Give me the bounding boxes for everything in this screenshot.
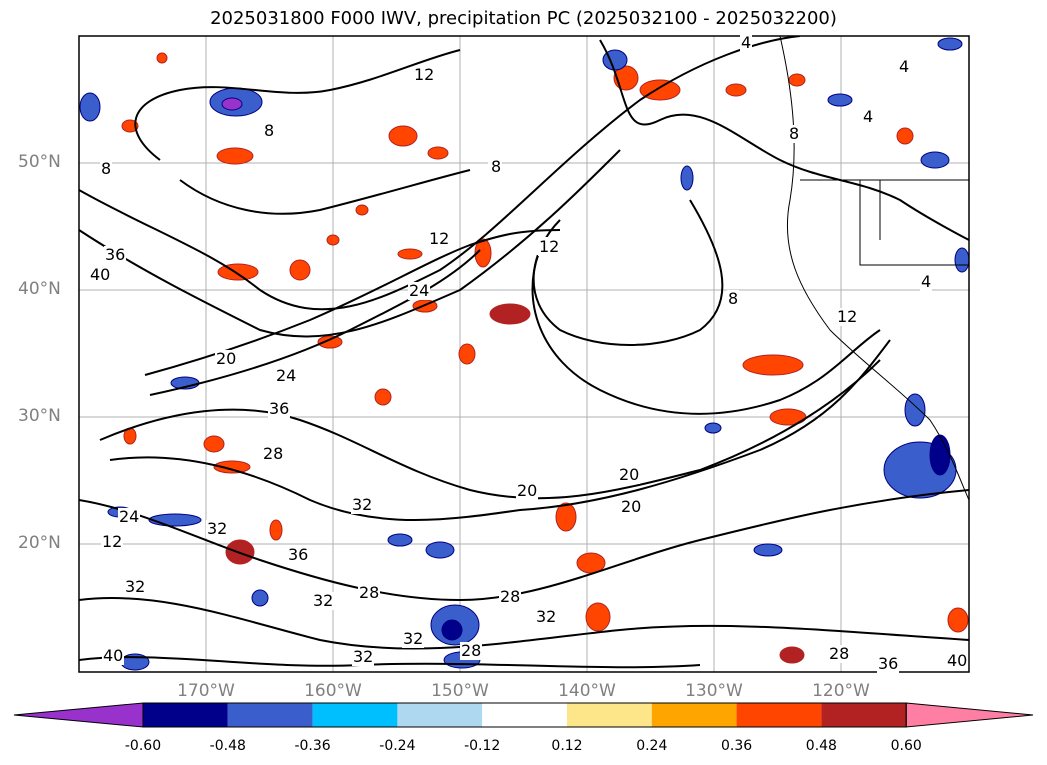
contour-label: 24: [118, 507, 141, 526]
lon-label-140w: 140°W: [558, 681, 616, 701]
lat-label-20n: 20°N: [18, 533, 61, 553]
contour-label: 28: [460, 641, 483, 660]
contour-label: 40: [89, 265, 112, 284]
colorbar-tick-label: 0.60: [890, 738, 922, 754]
contour-label: 4: [862, 107, 875, 126]
colorbar-tick-label: 0.12: [551, 738, 583, 754]
contour-label: 12: [101, 532, 124, 551]
lon-label-130w: 130°W: [685, 681, 743, 701]
contour-label: 32: [124, 577, 147, 596]
colorbar-segment: [567, 703, 652, 727]
map-title: 2025031800 F000 IWV, precipitation PC (2…: [210, 8, 837, 29]
contour-label: 20: [620, 497, 643, 516]
contour-label: 36: [268, 399, 291, 418]
contour-label: 4: [898, 57, 911, 76]
colorbar: [13, 702, 1034, 728]
contour-label: 20: [618, 465, 641, 484]
contour-label: 4: [920, 272, 933, 291]
contour-label: 40: [946, 651, 969, 670]
colorbar-segment: [821, 703, 907, 727]
colorbar-segment: [312, 703, 398, 727]
precip-positive: [121, 52, 969, 664]
colorbar-tick-label: 0.36: [721, 738, 753, 754]
contour-label: 12: [836, 307, 859, 326]
iwv-contours: [79, 36, 969, 669]
contour-label: 8: [788, 124, 801, 143]
contour-label: 4: [740, 33, 753, 52]
coastline: [779, 36, 969, 501]
contour-label: 28: [499, 587, 522, 606]
lon-label-170w: 170°W: [177, 681, 235, 701]
contour-label: 24: [408, 281, 431, 300]
colorbar-extend-high: [905, 702, 1034, 728]
contour-label: 36: [287, 545, 310, 564]
lon-label-120w: 120°W: [812, 681, 870, 701]
contour-label: 8: [100, 159, 113, 178]
contour-label: 40: [102, 646, 125, 665]
contour-label: 8: [727, 289, 740, 308]
contour-label: 36: [877, 654, 900, 673]
lon-label-160w: 160°W: [304, 681, 362, 701]
contour-label: 32: [206, 519, 229, 538]
contour-label: 8: [490, 157, 503, 176]
colorbar-tick-label: -0.24: [379, 738, 416, 754]
colorbar-tick-label: -0.36: [294, 738, 331, 754]
colorbar-segment: [482, 703, 567, 727]
contour-label: 12: [538, 237, 561, 256]
contour-label: 8: [263, 121, 276, 140]
colorbar-tick-label: -0.60: [124, 738, 162, 754]
colorbar-segment: [397, 703, 483, 727]
colorbar-tick-label: 0.24: [636, 738, 668, 754]
lon-label-150w: 150°W: [431, 681, 489, 701]
contour-label: 32: [351, 495, 374, 514]
colorbar-segment: [651, 703, 737, 727]
colorbar-segment: [736, 703, 822, 727]
contour-label: 32: [535, 607, 558, 626]
contour-label: 12: [413, 65, 436, 84]
contour-label: 12: [428, 229, 451, 248]
contour-label: 24: [275, 366, 298, 385]
contour-label: 20: [215, 349, 238, 368]
contour-label: 28: [828, 644, 851, 663]
contour-label: 32: [312, 591, 335, 610]
contour-label: 28: [262, 444, 285, 463]
contour-label: 32: [352, 647, 375, 666]
lat-label-40n: 40°N: [18, 279, 61, 299]
colorbar-segment: [227, 703, 313, 727]
colorbar-extend-low: [13, 702, 144, 728]
colorbar-tick-label: 0.48: [805, 738, 837, 754]
lat-label-50n: 50°N: [18, 152, 61, 172]
colorbar-tick-label: -0.48: [209, 738, 246, 754]
lat-label-30n: 30°N: [18, 406, 61, 426]
colorbar-segment: [143, 703, 228, 727]
map-frame: [78, 35, 970, 673]
contour-label: 28: [358, 583, 381, 602]
colorbar-tick-label: -0.12: [464, 738, 501, 754]
contour-label: 32: [402, 629, 425, 648]
contour-label: 36: [104, 245, 127, 264]
contour-label: 20: [516, 481, 539, 500]
